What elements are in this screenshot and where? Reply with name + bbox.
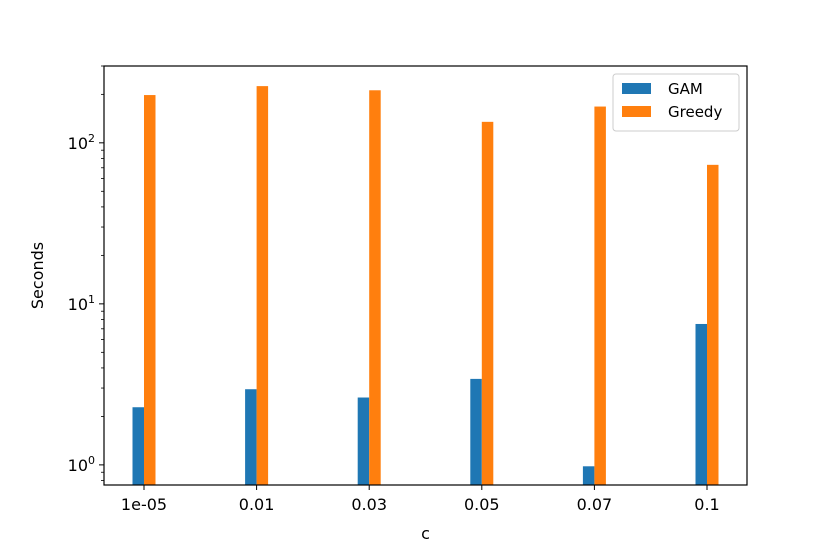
bar-greedy-4 — [594, 106, 606, 486]
bar-gam-1 — [245, 389, 257, 485]
legend-label-gam: GAM — [668, 80, 703, 98]
bar-gam-0 — [132, 407, 144, 485]
x-tick-label: 0.05 — [464, 495, 500, 514]
y-axis-title: Seconds — [28, 242, 47, 309]
bar-greedy-2 — [369, 90, 381, 485]
bar-gam-3 — [470, 378, 482, 485]
legend: GAM Greedy — [612, 73, 740, 132]
legend-swatch-greedy — [622, 106, 651, 117]
y-axis: 100 101 102 — [68, 65, 104, 481]
x-tick-label: 0.01 — [239, 495, 275, 514]
bar-greedy-0 — [144, 95, 156, 485]
bar-greedy-3 — [481, 121, 494, 485]
x-tick-label: 0.07 — [577, 495, 613, 514]
x-axis-title: c — [421, 524, 430, 543]
bars-layer — [132, 86, 719, 486]
bar-gam-4 — [582, 466, 595, 485]
plot-frame — [103, 65, 748, 486]
bar-gam-5 — [695, 323, 707, 485]
x-tick-label: 1e-05 — [121, 495, 167, 514]
bar-gam-2 — [357, 397, 370, 485]
y-tick-label: 102 — [68, 132, 95, 153]
x-axis: 1e-05 0.01 0.03 0.05 0.07 0.1 — [121, 485, 720, 514]
legend-swatch-gam — [622, 83, 651, 94]
y-tick-label: 101 — [68, 293, 95, 314]
x-tick-label: 0.03 — [351, 495, 387, 514]
legend-label-greedy: Greedy — [668, 103, 722, 121]
x-tick-label: 0.1 — [694, 495, 719, 514]
bar-greedy-1 — [256, 86, 269, 486]
y-tick-label: 100 — [68, 454, 95, 475]
bar-greedy-5 — [707, 164, 719, 485]
